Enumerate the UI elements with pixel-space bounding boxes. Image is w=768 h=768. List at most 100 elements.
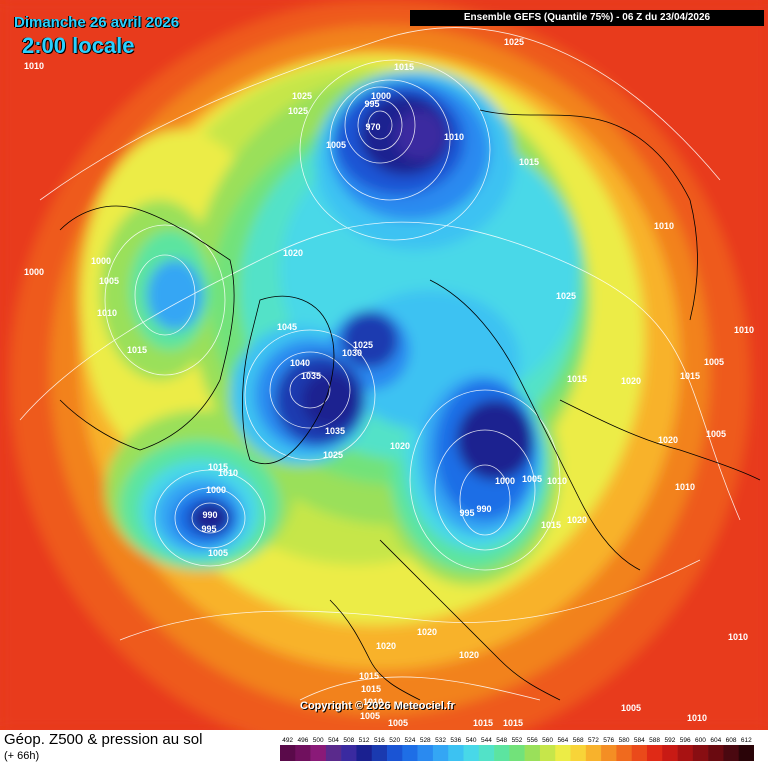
pressure-label: 1015 [361, 684, 381, 694]
colorscale-swatch [677, 745, 694, 761]
pressure-label: 1015 [394, 62, 414, 72]
colorscale-swatch [463, 745, 480, 761]
pressure-label: 1005 [704, 357, 724, 367]
colorscale-tick-label: 516 [374, 737, 385, 744]
colorscale-tick-label: 532 [435, 737, 446, 744]
colorscale-tick-label: 520 [389, 737, 400, 744]
colorscale-tick-label: 524 [405, 737, 416, 744]
pressure-label: 1010 [654, 221, 674, 231]
pressure-label: 1020 [459, 650, 479, 660]
forecast-lead-time: (+ 66h) [4, 750, 40, 762]
colorscale-tick-label: 504 [328, 737, 339, 744]
pressure-label: 1010 [363, 697, 383, 707]
colorscale-swatch [494, 745, 510, 761]
colorscale-swatch [616, 745, 632, 761]
pressure-label: 1010 [218, 468, 238, 478]
pressure-label: 970 [365, 122, 380, 132]
colorscale-swatch [387, 745, 403, 761]
pressure-label: 1010 [547, 476, 567, 486]
copyright-notice: Copyright © 2026 Meteociel.fr [300, 700, 455, 712]
forecast-local-time: 2:00 locale [22, 33, 135, 58]
pressure-label: 990 [476, 504, 491, 514]
colorscale-tick-label: 592 [664, 737, 675, 744]
colorscale-tick-label: 536 [450, 737, 461, 744]
pressure-label: 1015 [680, 371, 700, 381]
pressure-label: 1015 [541, 520, 561, 530]
colorscale-tick-label: 564 [557, 737, 568, 744]
pressure-label: 1010 [734, 325, 754, 335]
pressure-label: 995 [364, 99, 379, 109]
pressure-label: 1005 [99, 276, 119, 286]
colorscale-legend: 492 496 500 504 508 512 516 520 524 528 532 536 540 5… [280, 737, 754, 761]
colorscale-swatch [295, 745, 311, 761]
colorscale-swatch [341, 745, 357, 761]
colorscale-tick-label: 540 [466, 737, 477, 744]
colorscale-swatch [555, 745, 571, 761]
colorscale-tick-label: 552 [512, 737, 523, 744]
pressure-label: 1000 [91, 256, 111, 266]
colorscale-swatch [723, 745, 740, 761]
pressure-label: 1020 [658, 435, 678, 445]
pressure-label: 1010 [24, 61, 44, 71]
pressure-label: 1045 [277, 322, 297, 332]
colorscale-tick-label: 528 [420, 737, 431, 744]
pressure-label: 1035 [301, 371, 321, 381]
pressure-label: 1030 [342, 348, 362, 358]
pressure-label: 1000 [24, 267, 44, 277]
colorscale-swatch [631, 745, 648, 761]
pressure-label: 1000 [495, 476, 515, 486]
colorscale-swatch [325, 745, 342, 761]
colorscale-tick-label: 600 [695, 737, 706, 744]
colorscale-tick-label: 508 [343, 737, 354, 744]
pressure-label: 1020 [390, 441, 410, 451]
pressure-label: 1005 [522, 474, 542, 484]
pressure-label: 1015 [473, 718, 493, 728]
colorscale-swatch [662, 745, 678, 761]
pressure-label: 1000 [206, 485, 226, 495]
pressure-label: 1005 [326, 140, 346, 150]
colorscale-tick-label: 560 [542, 737, 553, 744]
colorscale-swatch [310, 745, 327, 761]
colorscale-swatch [509, 745, 525, 761]
colorscale-swatch [692, 745, 709, 761]
pressure-label: 1005 [360, 711, 380, 721]
pressure-label: 1020 [376, 641, 396, 651]
colorscale-tick-label: 604 [710, 737, 721, 744]
colorscale-tick-label: 568 [573, 737, 584, 744]
pressure-label: 1025 [556, 291, 576, 301]
pressure-label: 1005 [388, 718, 408, 728]
pressure-label: 1015 [208, 462, 228, 472]
coastlines [59, 109, 761, 701]
colorscale-swatch [646, 745, 663, 761]
colorscale-tick-label: 612 [741, 737, 752, 744]
pressure-label: 1000 [371, 91, 391, 101]
pressure-label: 1015 [567, 374, 587, 384]
colorscale-swatch [402, 745, 418, 761]
map-title: Géop. Z500 & pression au sol [4, 731, 203, 748]
weather-map: 1010102510151000995970102510251005101010… [0, 0, 768, 730]
isobars [19, 27, 741, 701]
geopotential-field [0, 0, 768, 730]
pressure-label: 1025 [504, 37, 524, 47]
pressure-label: 1010 [687, 713, 707, 723]
colorscale-tick-label: 548 [496, 737, 507, 744]
pressure-labels: 1010102510151000995970102510251005101010… [24, 37, 754, 728]
colorscale-swatch [448, 745, 464, 761]
pressure-label: 1025 [288, 106, 308, 116]
model-run-info: Ensemble GEFS (Quantile 75%) - 06 Z du 2… [410, 10, 764, 26]
colorscale-swatch [738, 745, 754, 761]
forecast-date: Dimanche 26 avril 2026 [14, 14, 180, 31]
pressure-label: 1035 [325, 426, 345, 436]
pressure-label: 1010 [97, 308, 117, 318]
colorscale-swatch [539, 745, 556, 761]
colorscale-swatch [280, 745, 296, 761]
pressure-label: 995 [459, 508, 474, 518]
pressure-label: 1010 [444, 132, 464, 142]
colorscale-swatch [356, 745, 373, 761]
colorscale-tick-label: 596 [680, 737, 691, 744]
pressure-label: 1040 [290, 358, 310, 368]
colorscale-tick-label: 588 [649, 737, 660, 744]
pressure-label: 1005 [208, 548, 228, 558]
colorscale-swatch [570, 745, 587, 761]
colorscale-tick-label: 580 [619, 737, 630, 744]
